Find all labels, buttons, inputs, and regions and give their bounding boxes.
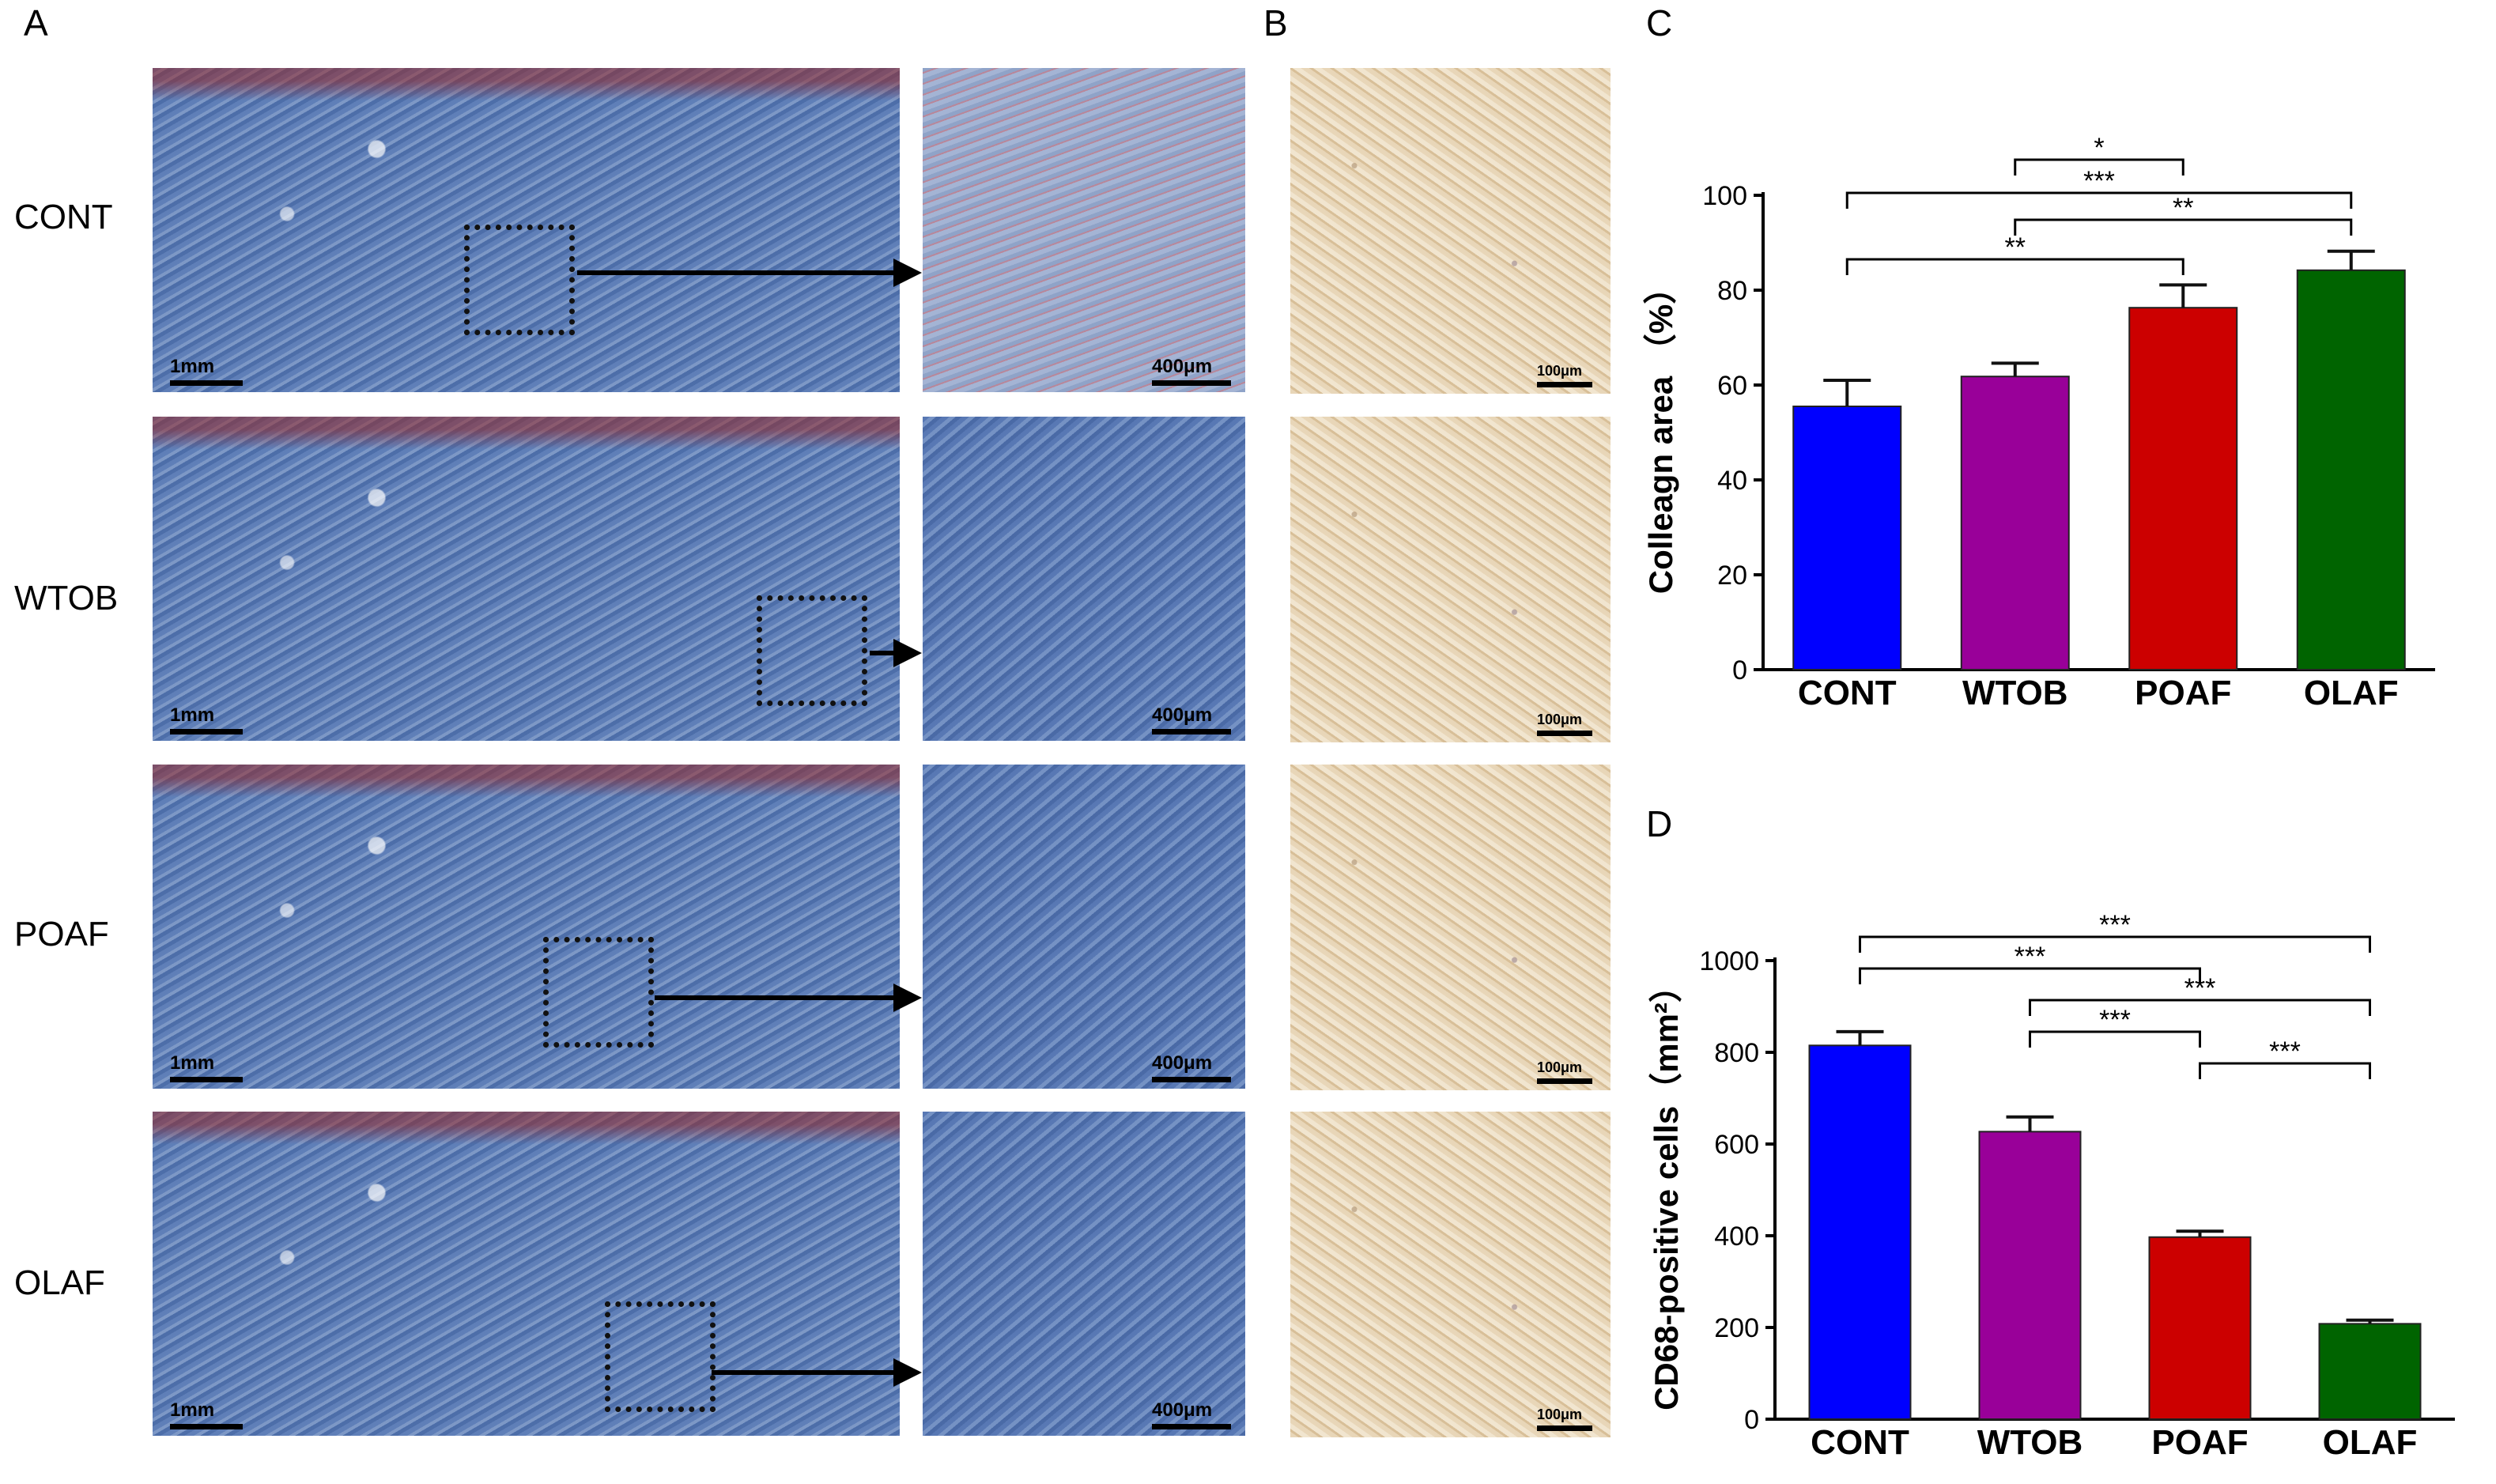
bar-wtob [1978,1131,2082,1420]
y-tick-label: 80 [1717,276,1747,306]
significance-bracket [1845,191,2353,209]
y-tick-label: 0 [1744,1405,1759,1435]
micrograph-wtob-low: 1mm [153,417,900,741]
bar-poaf [2148,1236,2252,1420]
significance-stars: *** [2269,1037,2301,1067]
significance-bracket [1845,258,2184,275]
x-tick-label-wtob: WTOB [1977,1423,2083,1462]
micrograph-poaf-high: 400μm [923,765,1245,1089]
x-tick-label-wtob: WTOB [1962,674,2068,712]
panel-letter-d: D [1646,803,1673,844]
x-tick-label-poaf: POAF [2151,1423,2248,1462]
chart-d-cd68-cells: 0 200 400 600 800 1000 CD68-positive cells（mm²… [1648,910,2455,1462]
micrograph-olaf-low: 1mm [153,1112,900,1436]
x-tick-label-poaf: POAF [2135,674,2231,712]
y-tick-label: 20 [1717,561,1747,591]
significance-stars: ** [2173,193,2193,223]
micrograph-wtob-ihc: 100μm [1290,417,1611,742]
significance-stars: * [2094,133,2104,163]
scale-bar-olaf-low: 1mm [170,1396,243,1429]
scale-bar-wtob-high: 400μm [1152,701,1231,734]
significance-bracket [2014,218,2353,236]
scale-bar-poaf-low: 1mm [170,1049,243,1082]
panel-letter-c: C [1646,2,1673,43]
micrograph-poaf-ihc: 100μm [1290,765,1611,1090]
zoom-region-box [757,595,867,706]
micrograph-olaf-ihc: 100μm [1290,1112,1611,1437]
zoom-region-box [605,1301,716,1412]
chart-c-collagen-area: 0 20 40 60 80 100 Colleagn area （%） CONT WTOB POA… [1642,133,2435,712]
significance-stars: *** [2184,973,2216,1003]
scale-bar-cont-high: 400μm [1152,353,1231,386]
scale-bar-olaf-high: 400μm [1152,1396,1231,1429]
bar-poaf [2128,307,2238,670]
significance-bracket [2199,1062,2371,1079]
micrograph-cont-ihc: 100μm [1290,68,1611,394]
significance-stars: *** [2099,1005,2131,1035]
significance-stars: *** [2083,166,2115,196]
bar-olaf [2318,1323,2422,1420]
micrograph-cont-low: 1mm [153,68,900,392]
significance-stars: ** [2005,232,2026,262]
x-tick-label-cont: CONT [1811,1423,1909,1462]
scale-bar-olaf-ihc: 100μm [1537,1403,1592,1431]
scale-bar-poaf-ihc: 100μm [1537,1055,1592,1084]
panel-letter-a: A [24,2,48,43]
scale-bar-cont-ihc: 100μm [1537,359,1592,387]
y-tick-label: 600 [1714,1130,1759,1160]
significance-stars: *** [2099,910,2131,940]
bar-olaf [2296,269,2406,670]
zoom-region-box [464,225,575,335]
x-tick-label-olaf: OLAF [2304,674,2399,712]
micrograph-cont-high: 400μm [923,68,1245,392]
row-label-olaf: OLAF [14,1263,105,1302]
scale-bar-wtob-ihc: 100μm [1537,708,1592,736]
scale-bar-wtob-low: 1mm [170,701,243,734]
bar-wtob [1960,376,2070,670]
micrograph-wtob-high: 400μm [923,417,1245,741]
y-tick-label: 400 [1714,1222,1759,1252]
significance-stars: *** [2015,942,2046,972]
y-tick-label: 60 [1717,371,1747,401]
zoom-region-box [543,937,654,1048]
y-tick-label: 200 [1714,1313,1759,1343]
significance-bracket [2029,1030,2201,1048]
bar-cont [1792,406,1902,670]
bar-cont [1808,1044,1912,1421]
y-tick-label: 800 [1714,1038,1759,1068]
micrograph-poaf-low: 1mm [153,765,900,1089]
significance-bracket [2014,158,2184,176]
scale-bar-cont-low: 1mm [170,353,243,386]
x-tick-label-olaf: OLAF [2323,1423,2418,1462]
row-label-poaf: POAF [14,915,109,953]
row-label-wtob: WTOB [14,579,119,617]
panel-letter-b: B [1263,2,1288,43]
row-label-cont: CONT [14,198,113,236]
significance-bracket [1859,967,2201,984]
micrograph-olaf-high: 400μm [923,1112,1245,1436]
significance-bracket [1859,935,2371,953]
y-tick-label: 100 [1702,181,1747,211]
scale-bar-poaf-high: 400μm [1152,1049,1231,1082]
significance-bracket [2029,999,2371,1016]
x-tick-label-cont: CONT [1798,674,1897,712]
y-tick-label: 1000 [1699,946,1759,976]
y-axis-label: CD68-positive cells（mm²） [1648,969,1685,1410]
y-axis-label: Colleagn area （%） [1642,271,1679,594]
y-tick-label: 0 [1732,655,1747,685]
y-tick-label: 40 [1717,466,1747,496]
